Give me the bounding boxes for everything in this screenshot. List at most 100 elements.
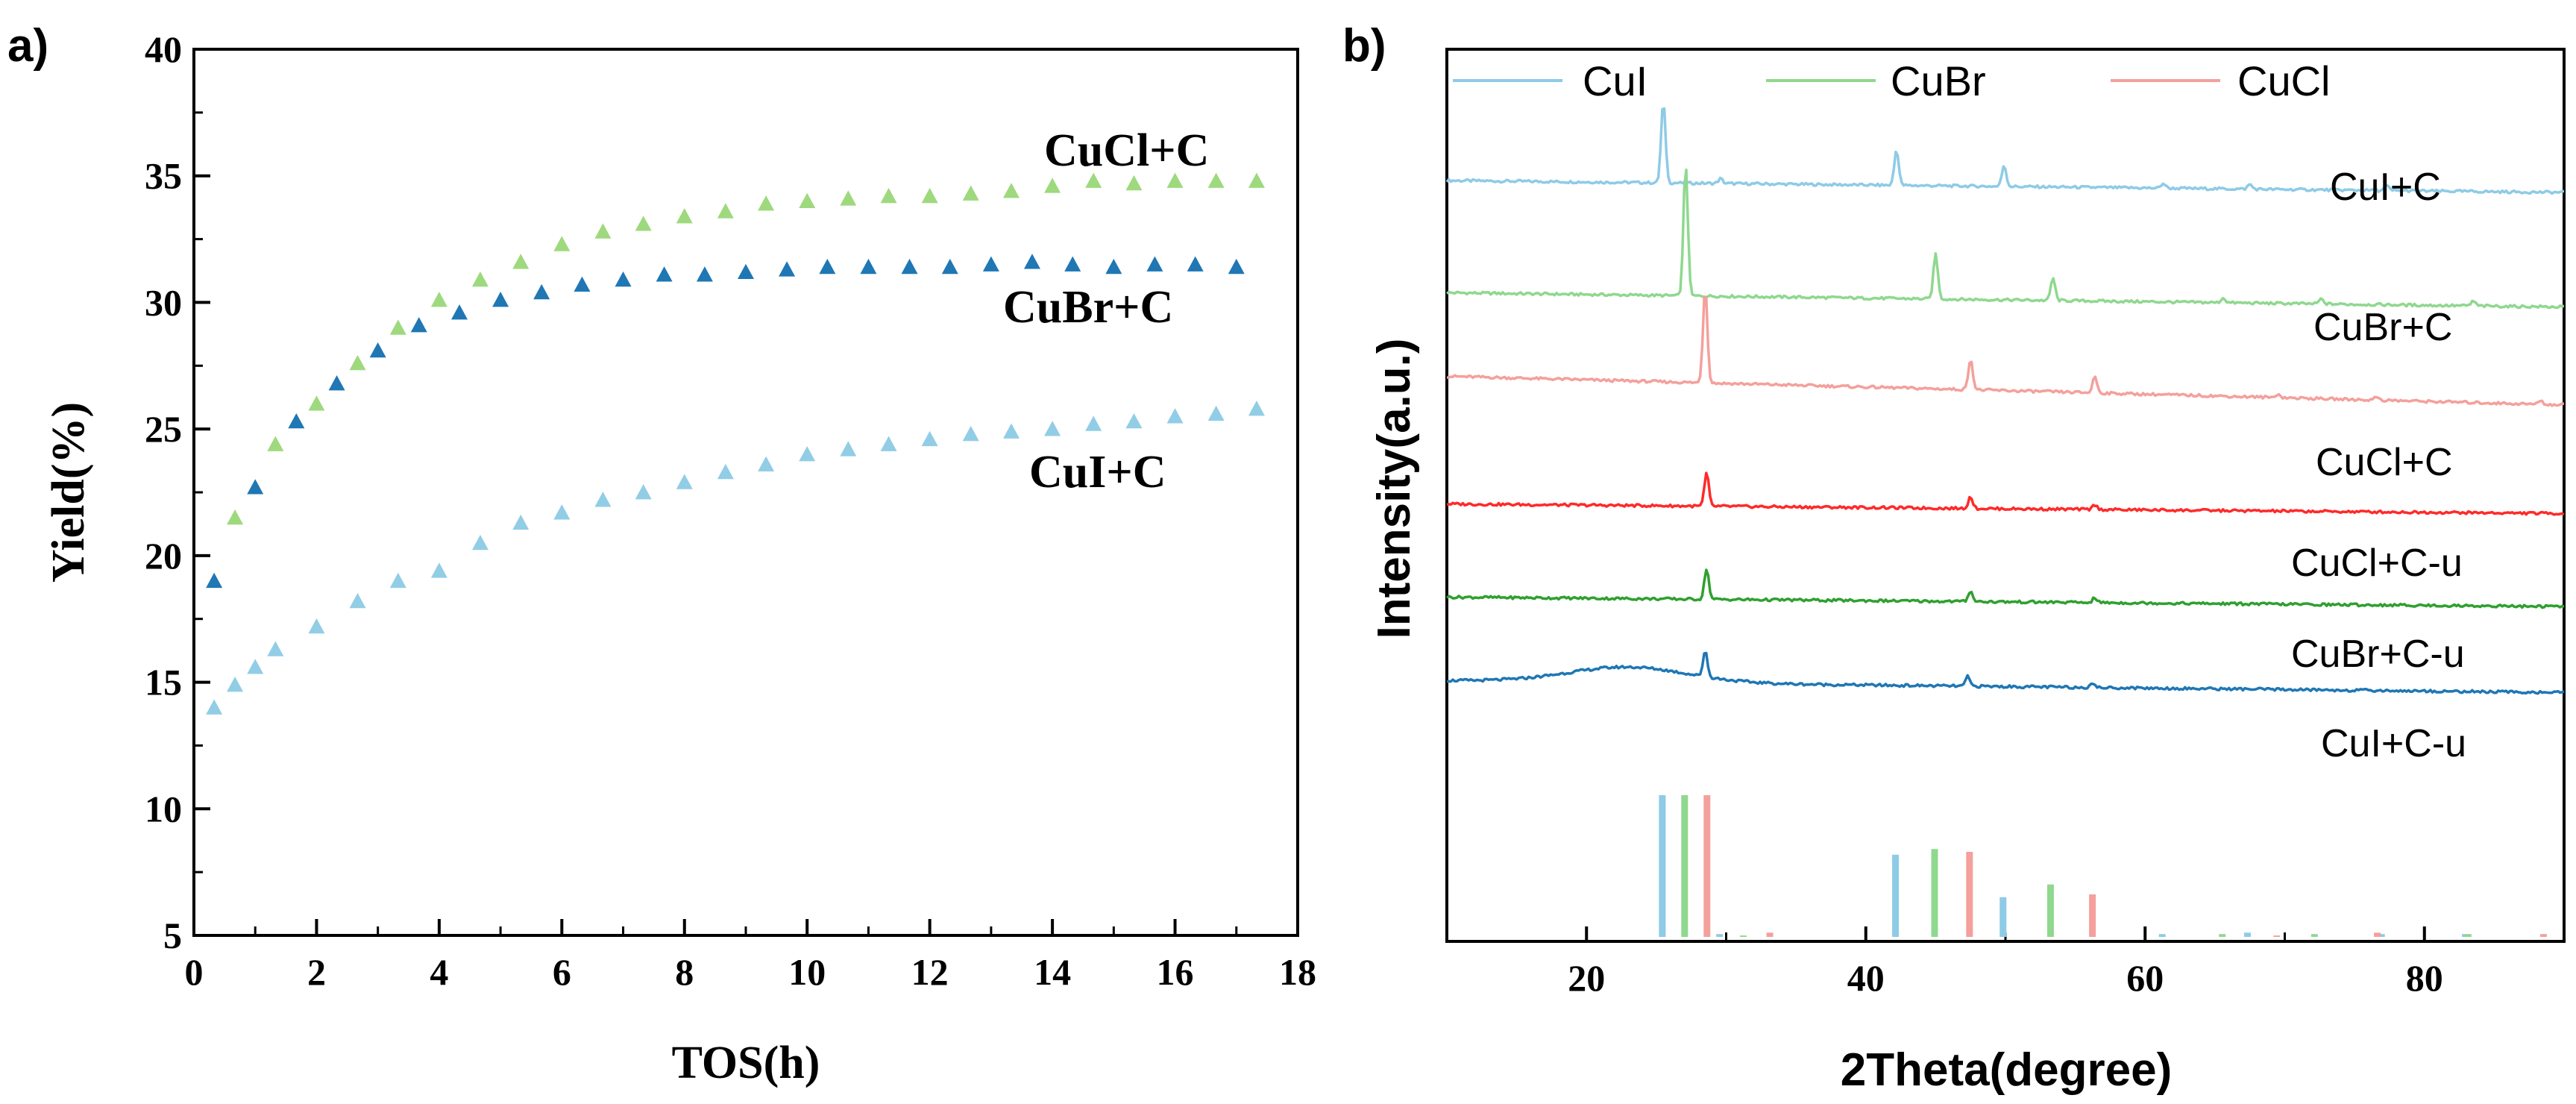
marker-cui-c bbox=[1003, 423, 1020, 439]
y-tick-label: 5 bbox=[163, 915, 182, 956]
marker-cui-c bbox=[512, 514, 530, 530]
marker-cucl-c bbox=[227, 509, 244, 525]
marker-cui-c bbox=[389, 572, 406, 589]
marker-cubr-c bbox=[696, 266, 713, 282]
x-tick-label: 14 bbox=[1034, 951, 1071, 993]
trace-cucl-c bbox=[1446, 295, 2565, 407]
x-tick-label: 12 bbox=[911, 951, 949, 993]
marker-cubr-c bbox=[982, 256, 999, 272]
yield-markers bbox=[206, 172, 1265, 715]
marker-cubr-c bbox=[206, 572, 223, 589]
marker-cui-c bbox=[247, 659, 264, 674]
marker-cucl-c bbox=[594, 223, 612, 239]
marker-cubr-c bbox=[1228, 258, 1245, 275]
marker-cubr-c bbox=[533, 283, 550, 300]
trace-label-cui-c: CuI+C bbox=[2330, 166, 2441, 209]
stick-cubr bbox=[1931, 849, 1938, 937]
x-tick-label: 20 bbox=[1568, 957, 1605, 999]
marker-cubr-c bbox=[738, 263, 754, 280]
stick-cui bbox=[2378, 934, 2385, 937]
trace-cui-c-u bbox=[1446, 651, 2565, 695]
marker-cucl-c bbox=[389, 319, 406, 335]
y-tick-label: 10 bbox=[145, 788, 182, 829]
marker-cubr-c bbox=[1064, 256, 1081, 272]
marker-cucl-c bbox=[1125, 175, 1143, 191]
stick-cui bbox=[1999, 897, 2007, 937]
stick-cui bbox=[2158, 934, 2166, 937]
marker-cucl-c bbox=[799, 192, 816, 209]
stick-cubr bbox=[1739, 935, 1747, 937]
marker-cui-c bbox=[635, 484, 652, 500]
trace-cui-c bbox=[1445, 107, 2565, 195]
marker-cui-c bbox=[430, 562, 447, 578]
stick-cucl bbox=[2539, 934, 2547, 937]
marker-cubr-c bbox=[492, 292, 509, 307]
x-tick-label: 40 bbox=[1847, 957, 1885, 999]
marker-cui-c bbox=[962, 425, 979, 442]
x-tick-label: 18 bbox=[1279, 951, 1316, 993]
xrd-traces bbox=[1445, 107, 2565, 695]
yield-chart: 0 2 4 6 8 10 12 14 16 18 5 10 15 20 25 30 35 40 CuCl+C Cu… bbox=[43, 28, 1316, 1088]
marker-cucl-c bbox=[962, 185, 979, 201]
marker-cubr-c bbox=[410, 316, 427, 333]
marker-cui-c bbox=[676, 474, 693, 489]
y-tick-label: 40 bbox=[145, 28, 182, 70]
x-axis-title-2theta: 2Theta(degree) bbox=[1841, 1044, 2172, 1096]
panel-b-label: b) bbox=[1342, 20, 1386, 72]
marker-cubr-c bbox=[1146, 256, 1163, 272]
stick-cui bbox=[1659, 795, 1666, 937]
x-tick-label: 0 bbox=[185, 951, 204, 993]
marker-cui-c bbox=[1248, 400, 1265, 416]
xrd-axes-ticks: 20 40 60 80 bbox=[1445, 926, 2566, 999]
x-tick-label: 16 bbox=[1157, 951, 1194, 993]
trace-cubr-c bbox=[1445, 168, 2565, 310]
stick-cucl bbox=[1966, 852, 1973, 937]
marker-cubr-c bbox=[1023, 254, 1040, 269]
marker-cui-c bbox=[1125, 413, 1143, 429]
marker-cucl-c bbox=[1207, 172, 1225, 188]
panel-a-label: a) bbox=[7, 20, 48, 72]
stick-cui bbox=[1892, 854, 1900, 937]
stick-cubr bbox=[2310, 934, 2318, 937]
marker-cubr-c bbox=[819, 258, 836, 275]
marker-cui-c bbox=[1044, 421, 1061, 436]
label-cui-c: CuI+C bbox=[1029, 447, 1166, 498]
marker-cubr-c bbox=[901, 258, 918, 275]
stick-cubr bbox=[2464, 934, 2472, 937]
marker-cui-c bbox=[553, 504, 571, 520]
legend-label-cui: CuI bbox=[1583, 57, 1647, 104]
marker-cui-c bbox=[840, 441, 857, 457]
stick-cucl bbox=[2374, 932, 2381, 937]
stick-cubr bbox=[2046, 884, 2054, 937]
marker-cucl-c bbox=[717, 203, 734, 219]
marker-cubr-c bbox=[574, 276, 591, 292]
marker-cucl-c bbox=[635, 216, 652, 231]
marker-cucl-c bbox=[471, 271, 489, 287]
y-tick-label: 25 bbox=[145, 408, 182, 450]
marker-cucl-c bbox=[676, 208, 693, 224]
x-tick-label: 60 bbox=[2126, 957, 2164, 999]
marker-cui-c bbox=[206, 699, 223, 715]
x-axis-title-tos: TOS(h) bbox=[672, 1038, 820, 1088]
stick-cubr bbox=[1681, 795, 1688, 937]
marker-cucl-c bbox=[840, 190, 857, 206]
marker-cui-c bbox=[308, 618, 325, 634]
y-tick-label: 15 bbox=[145, 662, 182, 703]
label-cubr-c: CuBr+C bbox=[1003, 282, 1173, 333]
y-tick-label: 20 bbox=[145, 535, 182, 577]
stick-cucl bbox=[2273, 935, 2281, 937]
y-axis-title-yield: Yield(%) bbox=[43, 402, 94, 583]
marker-cui-c bbox=[758, 456, 775, 472]
marker-cubr-c bbox=[656, 266, 673, 282]
x-tick-label: 80 bbox=[2406, 957, 2443, 999]
marker-cubr-c bbox=[779, 261, 796, 277]
marker-cui-c bbox=[799, 446, 816, 462]
marker-cubr-c bbox=[1105, 258, 1122, 275]
marker-cucl-c bbox=[1248, 172, 1265, 188]
marker-cucl-c bbox=[430, 292, 447, 307]
marker-cubr-c bbox=[288, 413, 305, 429]
marker-cubr-c bbox=[615, 271, 632, 287]
marker-cucl-c bbox=[1044, 178, 1061, 193]
trace-label-cubr-c-u: CuBr+C-u bbox=[2291, 633, 2465, 676]
marker-cubr-c bbox=[860, 258, 877, 275]
